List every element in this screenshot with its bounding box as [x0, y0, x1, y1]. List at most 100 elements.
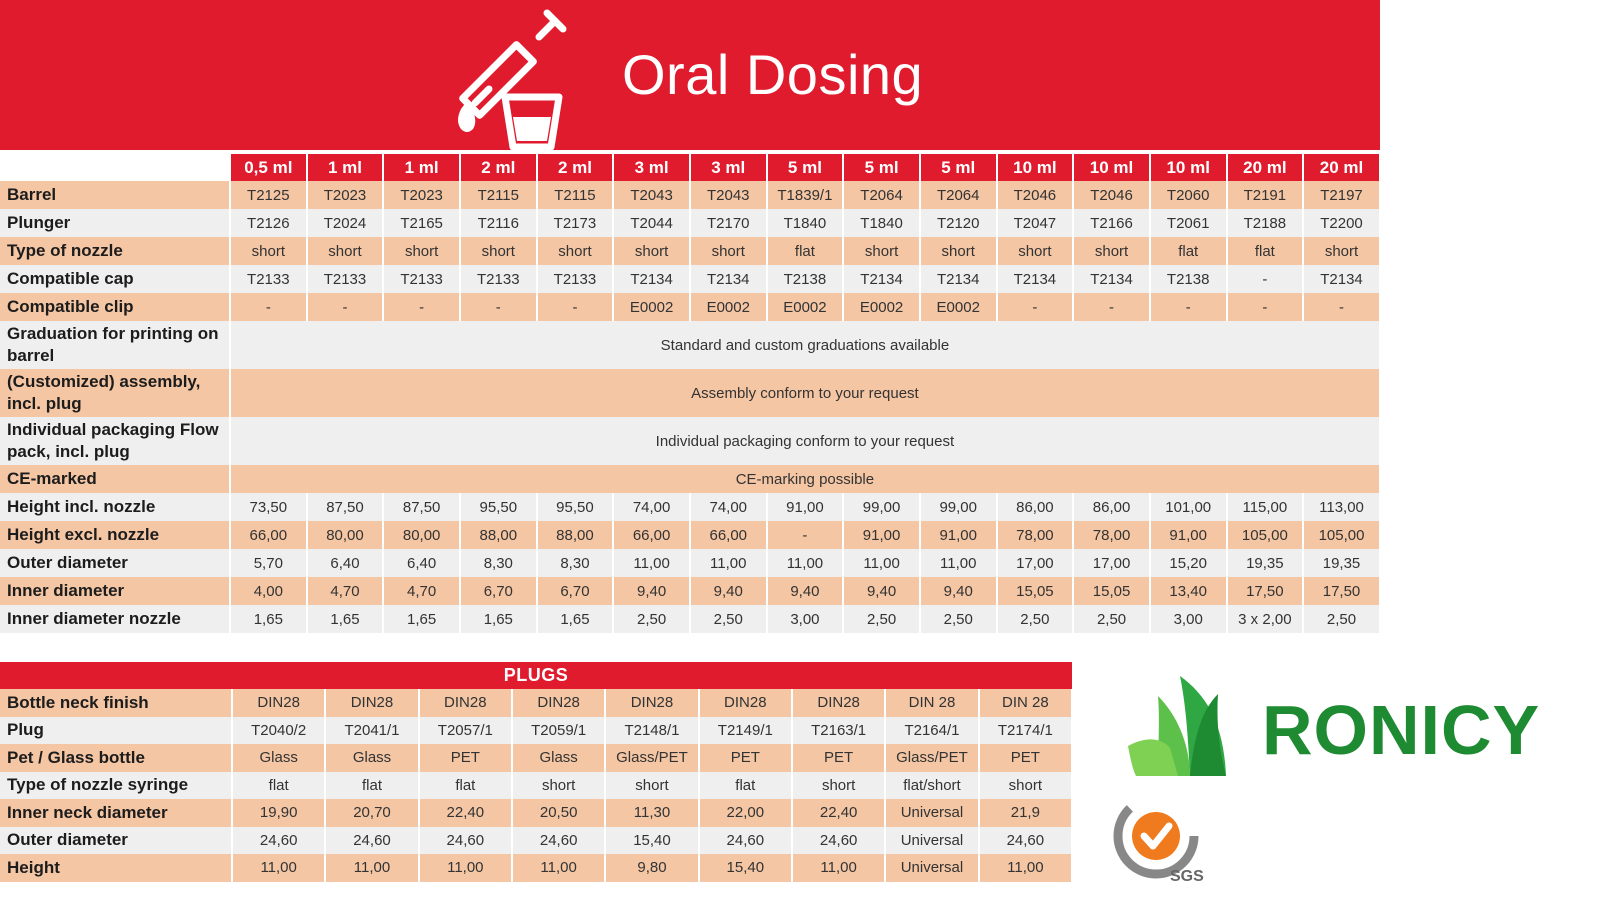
- row-label: Graduation for printing on barrel: [0, 321, 231, 369]
- table-cell: 4,00: [230, 577, 308, 605]
- table-cell: 1,65: [536, 605, 615, 633]
- table-cell: short: [843, 237, 921, 265]
- table-cell: 22,40: [418, 799, 513, 827]
- merged-note-cell: Individual packaging conform to your req…: [230, 417, 1381, 465]
- table-cell: T2164/1: [885, 716, 980, 744]
- table-cell: short: [919, 237, 998, 265]
- row-label: Height incl. nozzle: [0, 493, 231, 521]
- column-header-volume: 1 ml: [383, 154, 461, 181]
- table-cell: flat: [1149, 237, 1228, 265]
- column-header-volume: 2 ml: [459, 154, 538, 181]
- row-label: Compatible cap: [0, 265, 231, 293]
- table-cell: 95,50: [459, 493, 538, 521]
- table-cell: 11,00: [766, 549, 845, 577]
- table-cell: 6,40: [306, 549, 385, 577]
- column-header-volume: 10 ml: [1149, 154, 1228, 181]
- table-row: Type of nozzle syringe flat flat flat short s…: [0, 771, 1074, 799]
- table-cell: T2046: [1073, 181, 1151, 209]
- row-label: Compatible clip: [0, 293, 231, 321]
- table-row: Inner neck diameter 19,90 20,70 22,40 20,50 1…: [0, 799, 1074, 827]
- page-title: Oral Dosing: [622, 43, 924, 106]
- table-cell: T2166: [1073, 209, 1151, 237]
- table-cell: 9,40: [766, 577, 845, 605]
- table-cell: T2043: [689, 181, 768, 209]
- table-cell: 17,50: [1303, 577, 1381, 605]
- table-cell: DIN28: [418, 689, 513, 717]
- merged-note-cell: Standard and custom graduations availabl…: [230, 321, 1381, 369]
- column-header-volume: 10 ml: [996, 154, 1075, 181]
- table-cell: 86,00: [1073, 493, 1151, 521]
- table-cell: 2,50: [689, 605, 768, 633]
- table-cell: T2115: [459, 181, 538, 209]
- table-cell: 113,00: [1303, 493, 1381, 521]
- table-cell: 11,00: [978, 854, 1074, 882]
- table-cell: -: [230, 293, 308, 321]
- table-cell: 2,50: [1073, 605, 1151, 633]
- table-cell: E0002: [843, 293, 921, 321]
- table-cell: T2133: [230, 265, 308, 293]
- column-header-volume: 20 ml: [1303, 154, 1381, 181]
- table-cell: short: [978, 771, 1074, 799]
- table-cell: 24,60: [325, 826, 420, 854]
- table-cell: T2163/1: [791, 716, 887, 744]
- table-cell: T2024: [306, 209, 385, 237]
- table-cell: flat/short: [885, 771, 980, 799]
- table-cell: T2023: [383, 181, 461, 209]
- row-label: Bottle neck finish: [0, 689, 233, 717]
- brand-name: RONICY: [1262, 691, 1541, 769]
- table-cell: 87,50: [383, 493, 461, 521]
- merged-note-cell: Assembly conform to your request: [230, 369, 1381, 417]
- table-cell: Universal: [885, 799, 980, 827]
- table-cell: 11,00: [613, 549, 691, 577]
- column-header-volume: 5 ml: [766, 154, 845, 181]
- table-cell: T2188: [1226, 209, 1305, 237]
- table-cell: short: [306, 237, 385, 265]
- table-cell: 66,00: [230, 521, 308, 549]
- table-cell: -: [996, 293, 1075, 321]
- column-header-volume: 20 ml: [1226, 154, 1305, 181]
- table-cell: T2138: [1149, 265, 1228, 293]
- table-cell: 21,9: [978, 799, 1074, 827]
- table-cell: short: [383, 237, 461, 265]
- table-cell: short: [791, 771, 887, 799]
- row-label: Inner neck diameter: [0, 799, 233, 827]
- table-cell: 24,60: [418, 826, 513, 854]
- row-label: Individual packaging Flow pack, incl. pl…: [0, 417, 231, 465]
- table-cell: 9,40: [689, 577, 768, 605]
- table-cell: DIN28: [511, 689, 607, 717]
- table-cell: 24,60: [511, 826, 607, 854]
- table-cell: short: [996, 237, 1075, 265]
- table-cell: -: [306, 293, 385, 321]
- plugs-title: PLUGS: [0, 662, 1073, 689]
- table-cell: 73,50: [230, 493, 308, 521]
- sgs-iso-seal-icon: [1113, 793, 1199, 879]
- column-header-volume: 3 ml: [613, 154, 691, 181]
- table-cell: -: [1073, 293, 1151, 321]
- table-cell: flat: [1226, 237, 1305, 265]
- table-cell: 11,00: [325, 854, 420, 882]
- table-row: Compatible clip - - - - - E0002 E0002 E0002 E0002…: [0, 293, 1381, 321]
- table-cell: flat: [418, 771, 513, 799]
- table-cell: 87,50: [306, 493, 385, 521]
- table-cell: 66,00: [613, 521, 691, 549]
- table-cell: T2133: [536, 265, 615, 293]
- table-cell: Glass/PET: [605, 744, 700, 772]
- table-row: Barrel T2125 T2023 T2023 T2115 T2115 T2043 T204…: [0, 181, 1381, 209]
- table-cell: E0002: [689, 293, 768, 321]
- table-cell: 91,00: [766, 493, 845, 521]
- table-row: Inner diameter nozzle 1,65 1,65 1,65 1,65 1,6…: [0, 605, 1381, 633]
- table-cell: T2040/2: [232, 716, 327, 744]
- syringe-cup-icon: [458, 9, 567, 150]
- table-cell: T2174/1: [978, 716, 1074, 744]
- table-cell: T2173: [536, 209, 615, 237]
- table-row: Outer diameter 24,60 24,60 24,60 24,60 15,40 2…: [0, 826, 1074, 854]
- table-cell: 6,40: [383, 549, 461, 577]
- table-cell: flat: [325, 771, 420, 799]
- table-row: Type of nozzle short short short short short s…: [0, 237, 1381, 265]
- table-cell: 19,35: [1303, 549, 1381, 577]
- table-cell: T2060: [1149, 181, 1228, 209]
- table-cell: T2148/1: [605, 716, 700, 744]
- table-row: Individual packaging Flow pack, incl. pl…: [0, 417, 1381, 465]
- table-cell: 8,30: [459, 549, 538, 577]
- table-cell: 22,40: [791, 799, 887, 827]
